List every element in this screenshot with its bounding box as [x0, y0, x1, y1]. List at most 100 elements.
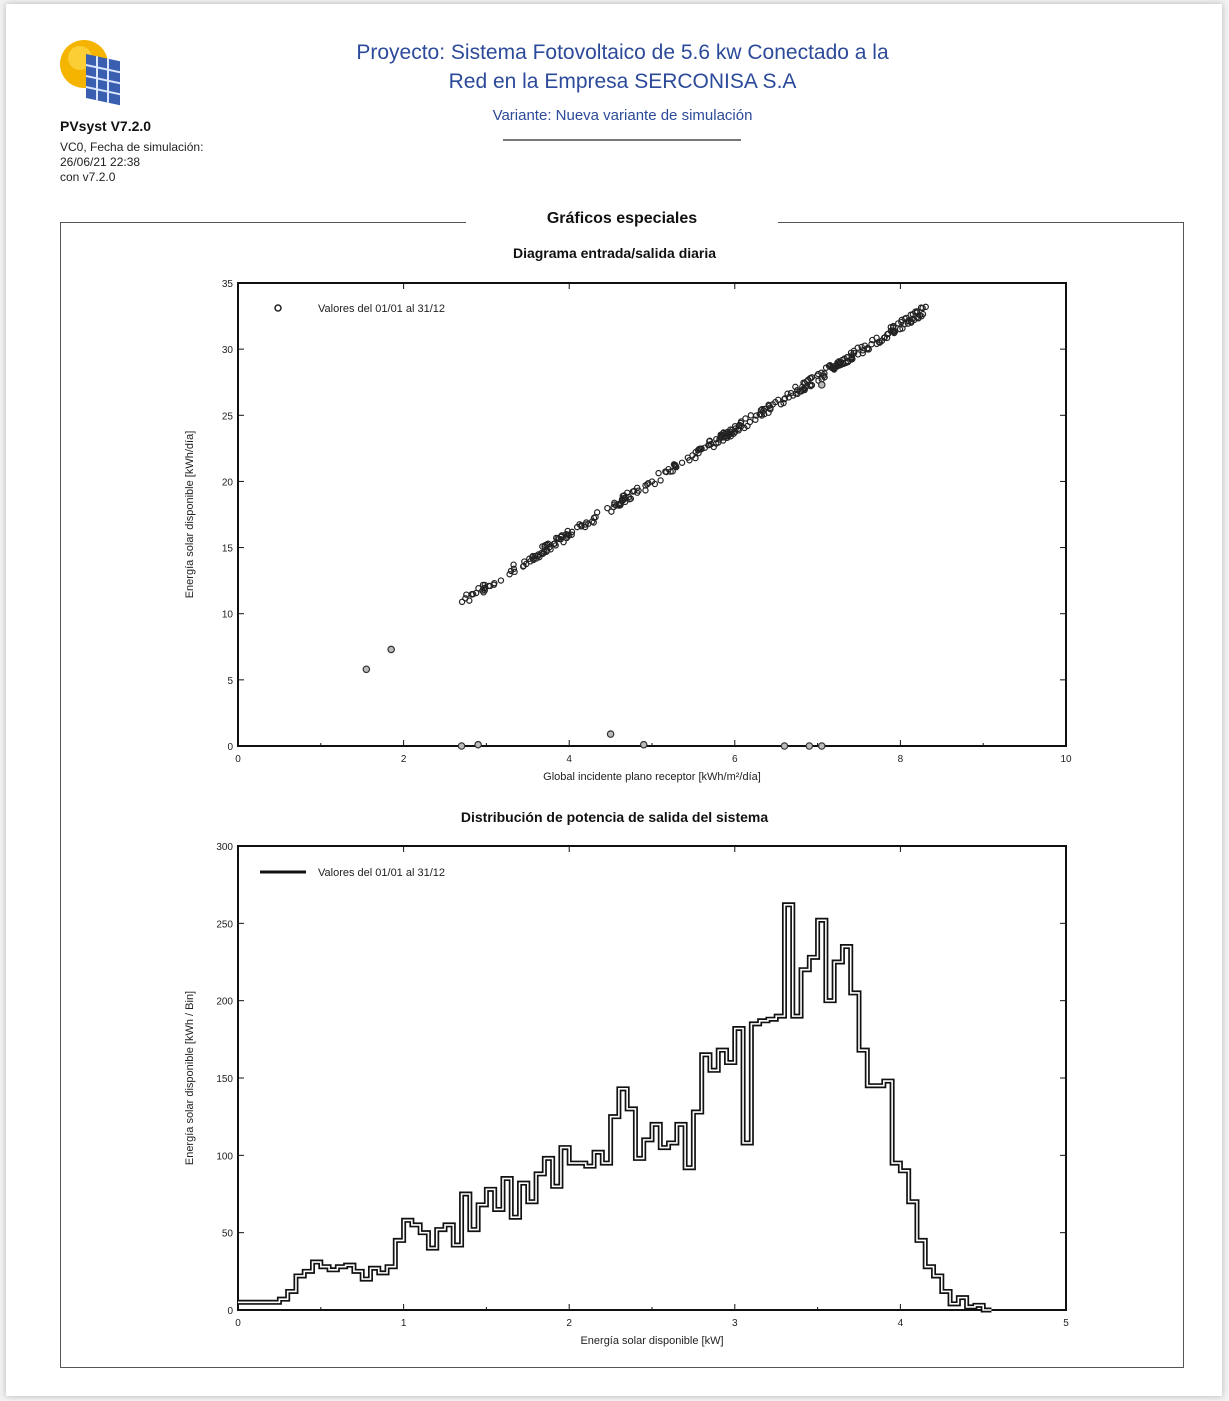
x-tick-label: 8	[898, 754, 904, 765]
data-point	[457, 742, 466, 750]
data-point	[757, 406, 765, 414]
data-point	[873, 334, 880, 342]
pvsyst-logo-icon	[60, 40, 120, 106]
data-point	[805, 742, 814, 750]
data-point	[854, 351, 862, 358]
data-point	[899, 325, 906, 332]
data-point	[506, 571, 513, 578]
data-point	[907, 318, 915, 325]
series-line-inner	[238, 903, 992, 1311]
data-point	[657, 477, 664, 484]
y-tick-label: 300	[216, 842, 233, 853]
data-point	[817, 742, 826, 750]
data-point	[678, 459, 686, 466]
data-point	[794, 390, 801, 397]
data-point	[686, 457, 693, 464]
data-point	[917, 304, 925, 311]
data-point	[799, 383, 806, 390]
data-point	[480, 585, 488, 592]
data-point	[387, 645, 395, 654]
data-point	[557, 535, 564, 543]
data-point	[800, 379, 807, 386]
y-tick-label: 35	[222, 279, 234, 290]
series-line	[238, 902, 992, 1313]
scatter-chart: 0 2 4 6 8 10 0 5 10 15 20 25 30 35 Global incidente pl…	[184, 279, 1072, 783]
data-point	[742, 415, 749, 422]
x-tick-label: 4	[566, 754, 572, 765]
data-point	[564, 531, 572, 538]
plot-frame	[237, 845, 1067, 1311]
simulation-meta-line: VC0, Fecha de simulación:	[60, 140, 204, 154]
data-point	[787, 389, 795, 397]
data-point	[772, 398, 779, 406]
data-point	[642, 487, 649, 494]
data-point	[474, 740, 482, 749]
data-point	[612, 502, 620, 509]
data-point	[582, 521, 589, 528]
data-point	[827, 363, 835, 371]
y-tick-label: 10	[222, 610, 234, 621]
data-point	[818, 369, 825, 376]
data-point	[557, 533, 565, 540]
y-axis-label: Energía solar disponible [kWh / Bin]	[184, 991, 196, 1165]
data-point	[554, 535, 561, 542]
x-axis-label: Energía solar disponible [kW]	[580, 1335, 723, 1347]
data-point	[593, 509, 601, 516]
data-point	[563, 534, 570, 542]
data-point	[913, 309, 921, 316]
y-tick-label: 30	[222, 345, 234, 356]
x-tick-label: 4	[898, 1318, 904, 1329]
x-tick-label: 0	[235, 754, 241, 765]
data-point	[462, 595, 469, 602]
data-point	[901, 315, 909, 322]
data-point	[808, 374, 816, 381]
y-tick-label: 20	[222, 477, 234, 488]
data-point	[868, 341, 875, 348]
data-point	[581, 523, 589, 531]
data-point	[667, 468, 674, 475]
x-tick-label: 3	[732, 1318, 738, 1329]
data-point	[781, 395, 789, 402]
app-name: PVsyst V7.2.0	[60, 118, 152, 134]
simulation-meta-line: 26/06/21 22:38	[60, 155, 141, 169]
data-point	[490, 581, 498, 588]
data-point	[706, 441, 713, 448]
data-point	[639, 740, 648, 749]
x-tick-label: 6	[732, 754, 738, 765]
data-point	[590, 519, 597, 526]
x-tick-label: 1	[401, 1318, 407, 1329]
data-point	[673, 463, 680, 471]
data-point	[784, 390, 791, 397]
data-point	[753, 412, 760, 419]
data-point	[523, 560, 530, 568]
data-point	[568, 528, 576, 536]
variant-title: Variante: Nueva variante de simulación	[492, 107, 753, 124]
y-axis-label: Energía solar disponible [kWh/día]	[184, 431, 196, 599]
data-point	[717, 434, 724, 441]
data-point	[463, 591, 470, 598]
data-point	[752, 416, 759, 423]
y-tick-label: 0	[227, 742, 233, 753]
data-point	[844, 358, 852, 366]
x-tick-label: 0	[235, 1318, 241, 1329]
x-tick-label: 2	[401, 754, 407, 765]
y-tick-label: 50	[222, 1229, 234, 1240]
data-point	[543, 548, 550, 555]
data-point	[803, 378, 810, 385]
data-point	[651, 480, 659, 488]
y-tick-label: 0	[227, 1306, 233, 1317]
data-point	[362, 665, 371, 674]
data-point	[756, 410, 763, 418]
data-point	[624, 489, 631, 497]
legend-label: Valores del 01/01 al 31/12	[318, 867, 445, 879]
data-point	[552, 542, 559, 549]
data-point	[706, 437, 713, 445]
data-point	[544, 541, 551, 549]
data-point	[850, 347, 858, 355]
data-point	[907, 311, 914, 319]
data-point	[689, 452, 696, 459]
data-point	[734, 425, 742, 433]
data-point	[821, 370, 828, 377]
y-tick-label: 100	[216, 1151, 233, 1162]
